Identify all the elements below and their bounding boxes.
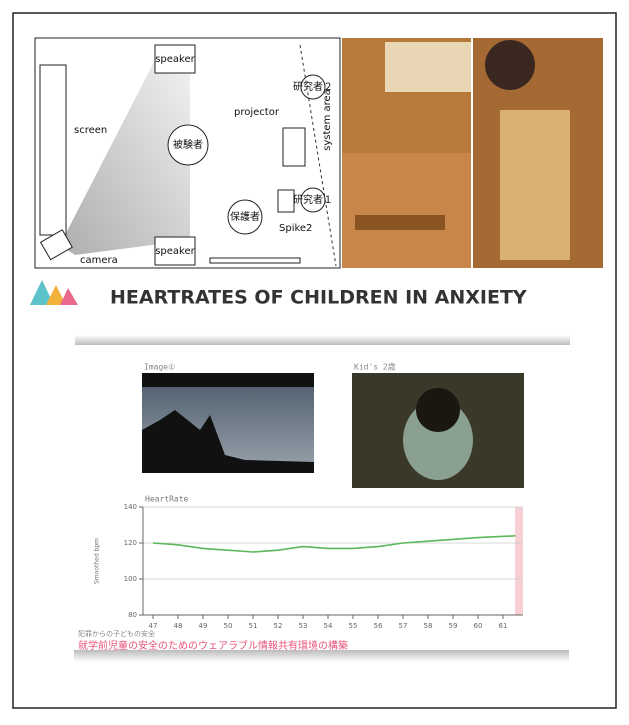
- x-tick-label: 47: [149, 622, 158, 630]
- photo: [342, 153, 471, 268]
- x-tick-label: 54: [324, 622, 333, 630]
- highlight: [515, 507, 523, 615]
- caption: 就学前児童の安全のためのウェアラブル情報共有環境の構築: [78, 639, 348, 652]
- label: speaker: [155, 246, 195, 257]
- label: camera: [80, 255, 118, 266]
- logo-icon: [30, 280, 78, 305]
- x-tick-label: 51: [249, 622, 258, 630]
- label: projector: [234, 107, 280, 118]
- plot-area: [143, 507, 523, 615]
- letterbox: [142, 373, 314, 387]
- y-tick-label: 120: [124, 539, 137, 547]
- x-tick-label: 52: [274, 622, 283, 630]
- photos: [342, 38, 603, 268]
- y-tick-label: 80: [128, 611, 137, 619]
- x-tick-label: 48: [174, 622, 183, 630]
- x-tick-label: 49: [199, 622, 208, 630]
- chart-title: HeartRate: [145, 495, 189, 504]
- photo-detail: [355, 215, 445, 230]
- child-head: [416, 388, 460, 432]
- x-tick-label: 53: [299, 622, 308, 630]
- label: 研究者１: [293, 193, 333, 206]
- x-tick-label: 61: [499, 622, 508, 630]
- caption: 犯罪からの子どもの安全: [78, 629, 155, 638]
- y-tick-label: 100: [124, 575, 137, 583]
- video-label: Image①: [144, 363, 175, 372]
- page-title: HEARTRATES OF CHILDREN IN ANXIETY: [110, 287, 527, 309]
- y-axis-label: Smoothed bpm: [94, 538, 101, 584]
- photo-detail: [500, 110, 570, 260]
- x-tick-label: 58: [424, 622, 433, 630]
- heartrate-chart: HeartRate Smoothed bpm 80 100 120 140 47 48 49…: [94, 495, 524, 631]
- x-tick-label: 57: [399, 622, 408, 630]
- label: Spike2: [279, 223, 312, 234]
- screen: [40, 65, 66, 235]
- x-tick-label: 50: [224, 622, 233, 630]
- x-tick-label: 56: [374, 622, 383, 630]
- projector: [283, 128, 305, 166]
- label: speaker: [155, 54, 195, 65]
- photo-detail: [385, 42, 471, 92]
- x-tick-label: 59: [449, 622, 458, 630]
- label: 被験者: [173, 138, 203, 151]
- x-tick-label: 55: [349, 622, 358, 630]
- y-tick-label: 140: [124, 503, 137, 511]
- band: [75, 335, 570, 345]
- room-diagram: screen speaker speaker camera 被験者 保護者 pr…: [35, 38, 340, 268]
- spike: [278, 190, 294, 212]
- video-label: Kid's 2歳: [354, 362, 396, 372]
- label: screen: [74, 125, 107, 136]
- label: system area: [322, 89, 333, 151]
- page: screen speaker speaker camera 被験者 保護者 pr…: [0, 0, 629, 721]
- photo-detail: [485, 40, 535, 90]
- x-tick-label: 60: [474, 622, 483, 630]
- label: 保護者: [230, 210, 260, 223]
